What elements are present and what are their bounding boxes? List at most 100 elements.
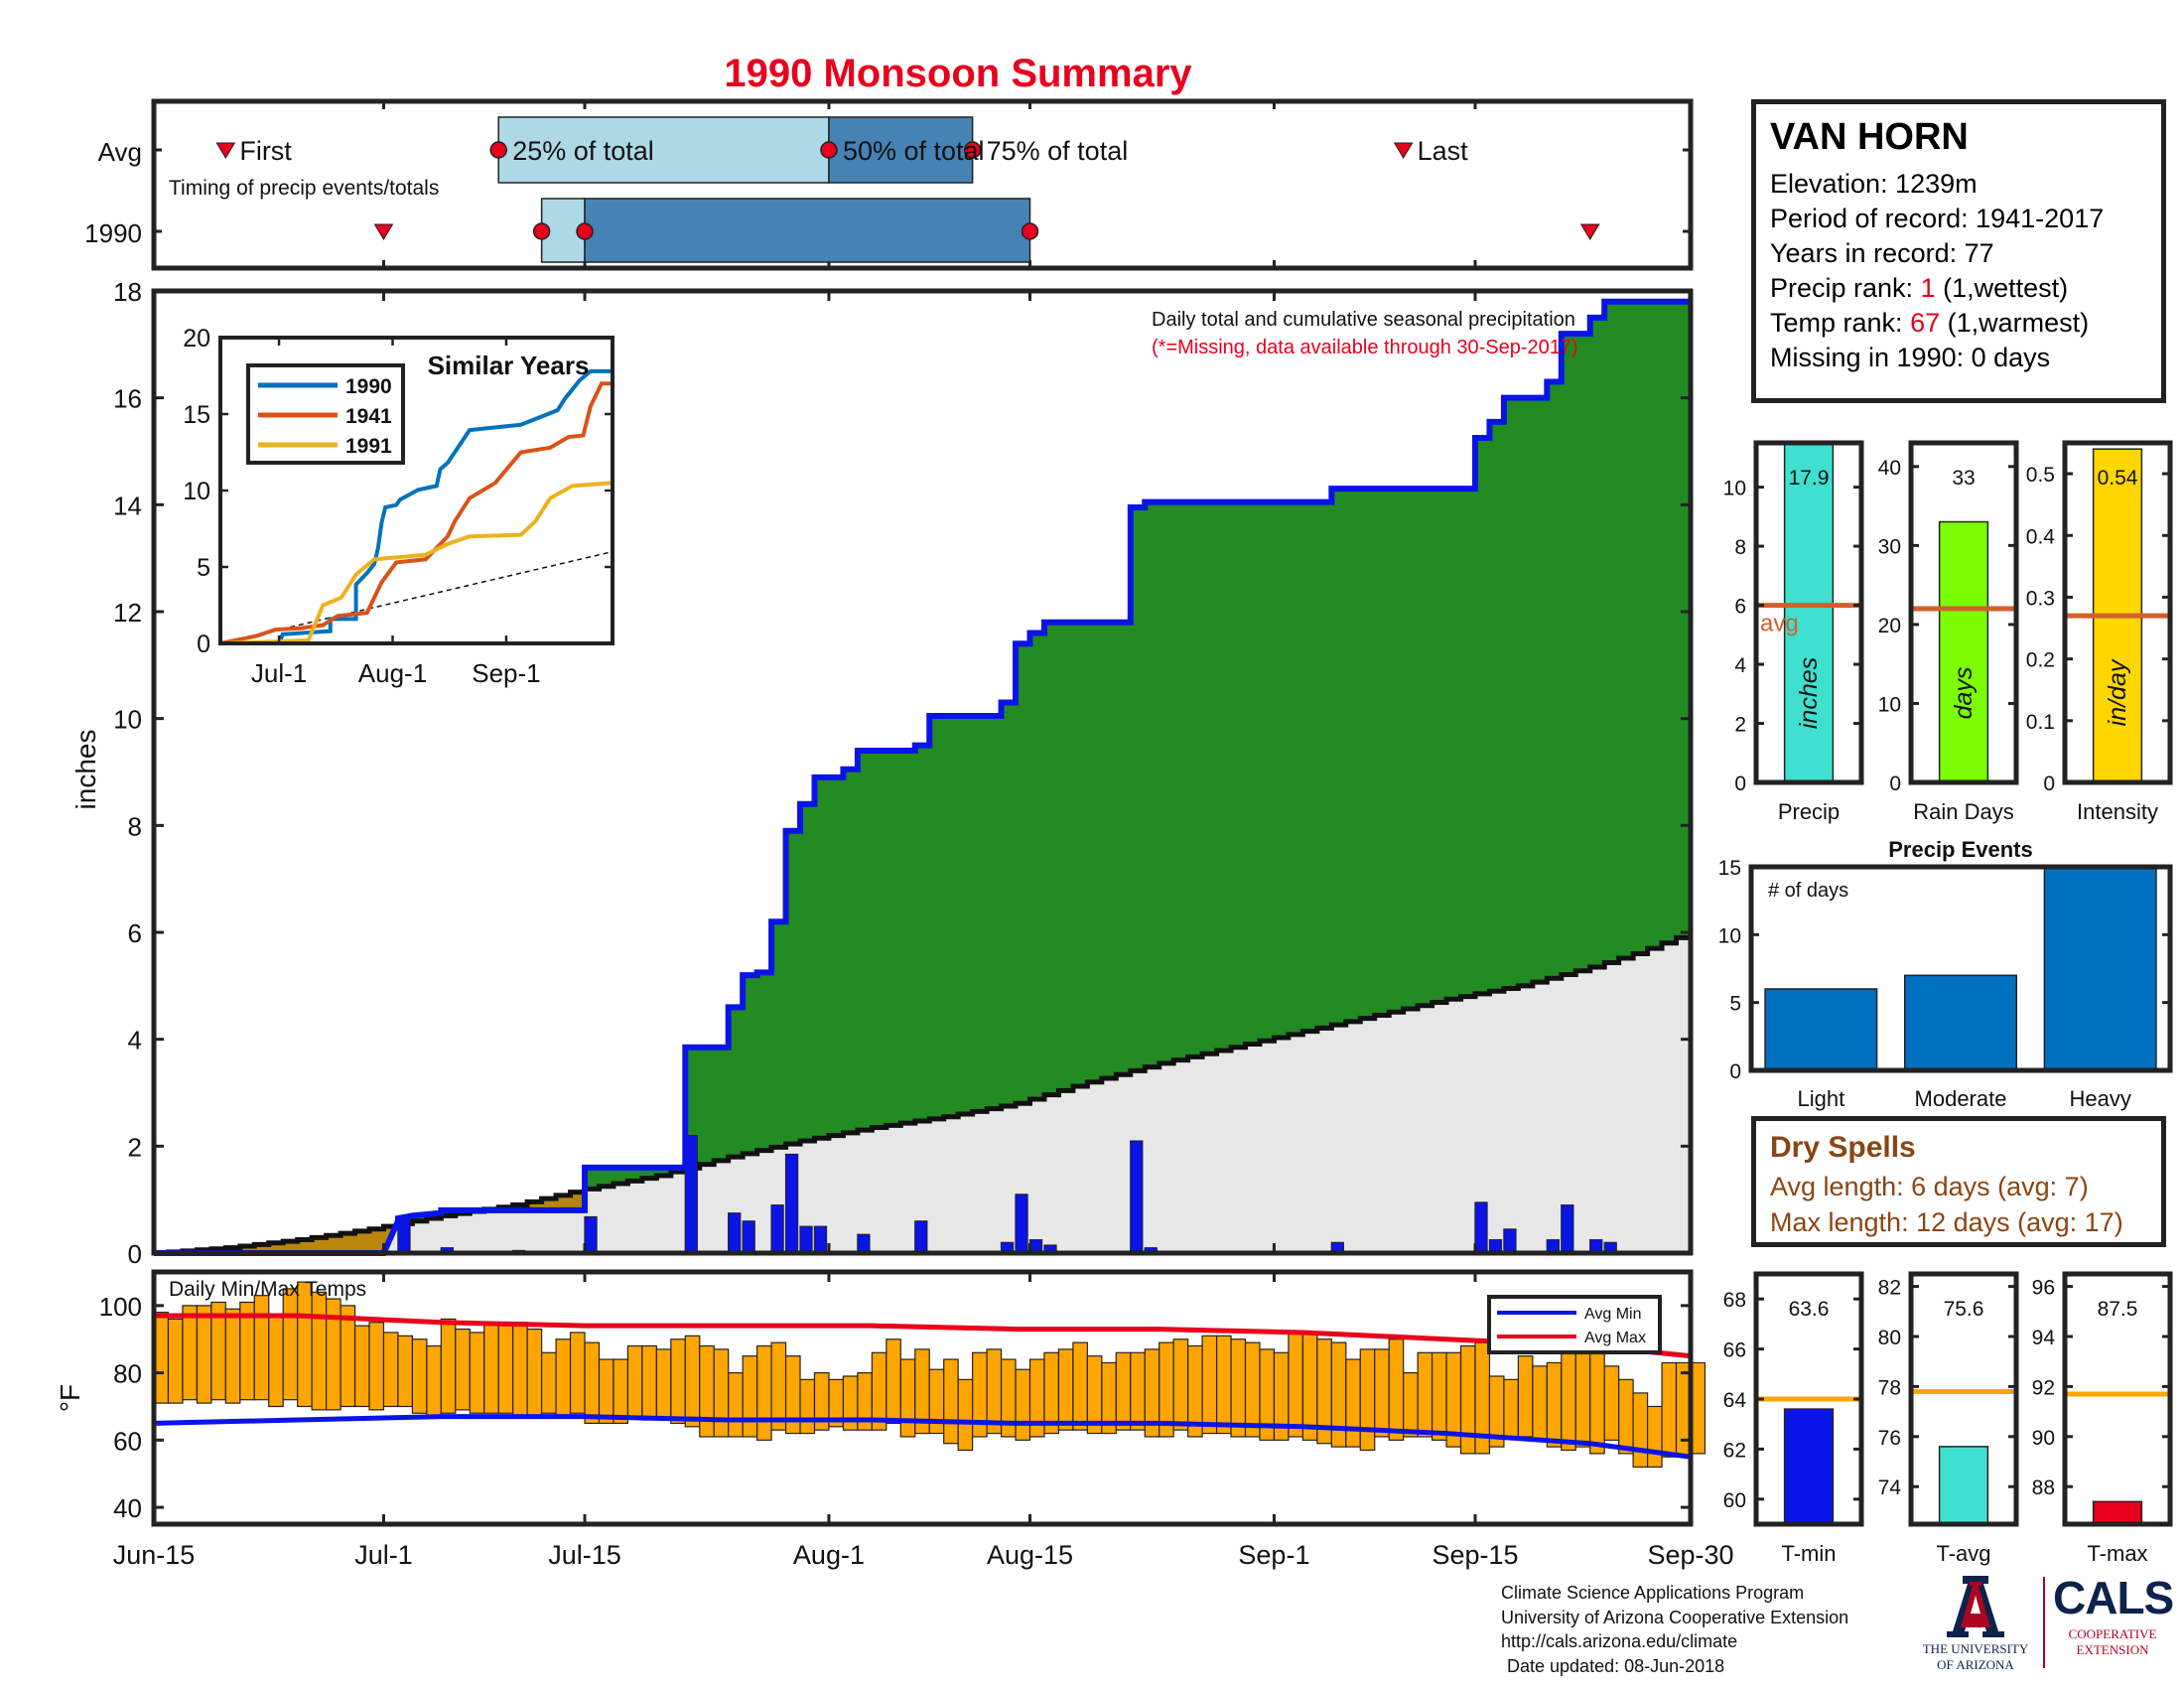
temp-range-bar bbox=[1215, 1335, 1232, 1435]
temp-x-tick-label: Sep-1 bbox=[1238, 1540, 1309, 1570]
timing-marker-p50 bbox=[576, 222, 594, 240]
panel-intensity-y-tick-label: 0.3 bbox=[2026, 587, 2055, 610]
main-y-tick-label: 14 bbox=[113, 491, 142, 520]
panel-tavg_panel-y-tick-label: 78 bbox=[1878, 1376, 1901, 1399]
similar-legend-label: 1941 bbox=[345, 405, 392, 428]
timing-triangle-first bbox=[373, 223, 394, 240]
temp-range-bar bbox=[469, 1332, 485, 1414]
panel-tavg_panel-value-label: 75.6 bbox=[1944, 1298, 1984, 1321]
temp-y-tick-label: 40 bbox=[113, 1493, 142, 1523]
temp-range-bar bbox=[742, 1355, 758, 1438]
timing-box-50-75 bbox=[828, 116, 974, 184]
panel-precip-avg-label: avg bbox=[1760, 611, 1799, 637]
panel-raindays-y-tick-label: 0 bbox=[1889, 773, 1901, 795]
temp-rank-text: Temp rank: 67 (1,warmest) bbox=[1770, 308, 2090, 338]
temp-range-bar bbox=[1546, 1361, 1563, 1448]
temp-x-tick-label: Sep-15 bbox=[1432, 1540, 1518, 1570]
cals-logo: CALS COOPERATIVE EXTENSION bbox=[2053, 1572, 2174, 1658]
temp-range-bar bbox=[699, 1344, 715, 1438]
temp-x-tick-label: Aug-1 bbox=[793, 1540, 865, 1570]
events-bar-heavy bbox=[2043, 866, 2157, 1071]
avg-cumulative-area bbox=[154, 932, 1691, 1253]
daily-precip-bar bbox=[914, 1220, 928, 1254]
missing-text: Missing in 1990: 0 days bbox=[1770, 343, 2051, 372]
similar-y-tick-label: 15 bbox=[183, 401, 210, 429]
temp-range-bar bbox=[555, 1338, 572, 1418]
temp-range-bar bbox=[1345, 1358, 1361, 1448]
temp-range-bar bbox=[943, 1358, 959, 1445]
panel-tmin_panel-y-tick-label: 66 bbox=[1723, 1339, 1746, 1362]
avg-min-temp-line bbox=[153, 1414, 1692, 1460]
daily-precip-bar bbox=[799, 1225, 813, 1254]
timing-marker-p75 bbox=[963, 141, 982, 159]
temp-range-bar bbox=[268, 1315, 284, 1408]
main-y-tick-label: 18 bbox=[113, 277, 142, 307]
main-note-missing: (*=Missing, data available through 30-Se… bbox=[1152, 337, 1578, 358]
panel-tmin_panel-label: T-min bbox=[1782, 1541, 1837, 1566]
timing-marker-p25 bbox=[532, 222, 551, 240]
panel-precip-y-tick-label: 2 bbox=[1734, 714, 1746, 737]
events-frame bbox=[1748, 864, 2173, 1073]
timing-subtitle: Timing of precip events/totals bbox=[169, 177, 439, 200]
temp-range-bar bbox=[1532, 1365, 1548, 1441]
panel-intensity-y-tick-label: 0.1 bbox=[2026, 711, 2055, 734]
temp-legend-label-max: Avg Max bbox=[1584, 1330, 1646, 1346]
footer: Climate Science Applications Program Uni… bbox=[1501, 1581, 1848, 1678]
temp-range-bar bbox=[1301, 1332, 1318, 1441]
timing-row-label-avg: Avg bbox=[98, 137, 142, 167]
years-text: Years in record: 77 bbox=[1770, 238, 1994, 268]
main-y-tick-label: 16 bbox=[113, 384, 142, 414]
events-category-label: Heavy bbox=[2069, 1086, 2130, 1111]
panel-tmax_panel-y-tick-label: 92 bbox=[2032, 1376, 2055, 1399]
temp-range-bar bbox=[1661, 1361, 1678, 1458]
temp-range-bar bbox=[1244, 1341, 1261, 1438]
panel-tmax_panel-y-tick-label: 96 bbox=[2032, 1277, 2055, 1300]
cumulative-1990-surplus-area bbox=[154, 301, 1691, 1253]
temp-range-bar bbox=[770, 1341, 787, 1431]
cals-wordmark: CALS bbox=[2053, 1572, 2174, 1623]
panel-tmax_panel-frame bbox=[2062, 1271, 2173, 1527]
temp-range-bar bbox=[512, 1322, 528, 1418]
temp-range-bar bbox=[899, 1358, 916, 1438]
daily-precip-bar bbox=[742, 1220, 755, 1254]
daily-precip-bar bbox=[813, 1225, 828, 1254]
temp-range-bar bbox=[1201, 1335, 1218, 1435]
temp-y-tick-label: 100 bbox=[99, 1292, 142, 1322]
similar-legend-label: 1991 bbox=[345, 435, 392, 458]
temp-range-bar bbox=[1618, 1378, 1634, 1455]
temp-range-bar bbox=[684, 1335, 701, 1428]
temp-range-bar bbox=[1015, 1368, 1031, 1441]
cumulative-1990-line bbox=[154, 298, 1691, 1256]
panel-intensity-y-tick-label: 0.2 bbox=[2026, 649, 2055, 672]
panel-tmin_panel-y-tick-label: 68 bbox=[1723, 1289, 1746, 1312]
panel-tmax_panel-y-tick-label: 90 bbox=[2032, 1427, 2055, 1450]
panel-tavg_panel-bar bbox=[1938, 1446, 1989, 1525]
similar-series-line-1991 bbox=[219, 481, 614, 645]
temp-range-bar bbox=[1330, 1341, 1347, 1448]
panel-tavg_panel-y-tick-label: 74 bbox=[1878, 1477, 1902, 1499]
temp-x-tick-label: Sep-30 bbox=[1647, 1540, 1733, 1570]
events-category-label: Light bbox=[1797, 1086, 1844, 1111]
temp-range-bar bbox=[311, 1291, 328, 1411]
temp-range-bar bbox=[353, 1325, 370, 1408]
events-title: Precip Events bbox=[1888, 837, 2033, 862]
ua-name-1: THE UNIVERSITY bbox=[1922, 1641, 2029, 1656]
temp-range-bar bbox=[584, 1341, 601, 1424]
panel-precip-y-tick-label: 4 bbox=[1734, 654, 1746, 677]
temp-range-bar bbox=[799, 1378, 816, 1435]
panel-intensity-y-tick-label: 0.4 bbox=[2026, 525, 2056, 548]
temp-range-bar bbox=[1388, 1338, 1405, 1441]
temp-range-bar bbox=[526, 1328, 543, 1418]
main-frame bbox=[151, 288, 1694, 1256]
main-y-tick-label: 0 bbox=[128, 1239, 142, 1269]
main-y-tick-label: 6 bbox=[128, 918, 142, 948]
temp-range-bar bbox=[1130, 1351, 1146, 1431]
panel-tmax_panel-value-label: 87.5 bbox=[2098, 1298, 2138, 1321]
temp-range-bar bbox=[497, 1322, 514, 1414]
temp-y-axis-label: °F bbox=[55, 1384, 85, 1412]
temp-x-tick-label: Aug-15 bbox=[987, 1540, 1073, 1570]
temp-range-bar bbox=[598, 1358, 614, 1425]
period-text: Period of record: 1941-2017 bbox=[1770, 204, 2105, 233]
daily-precip-bar bbox=[1503, 1228, 1517, 1254]
panel-tmax_panel-bg bbox=[2065, 1274, 2170, 1524]
